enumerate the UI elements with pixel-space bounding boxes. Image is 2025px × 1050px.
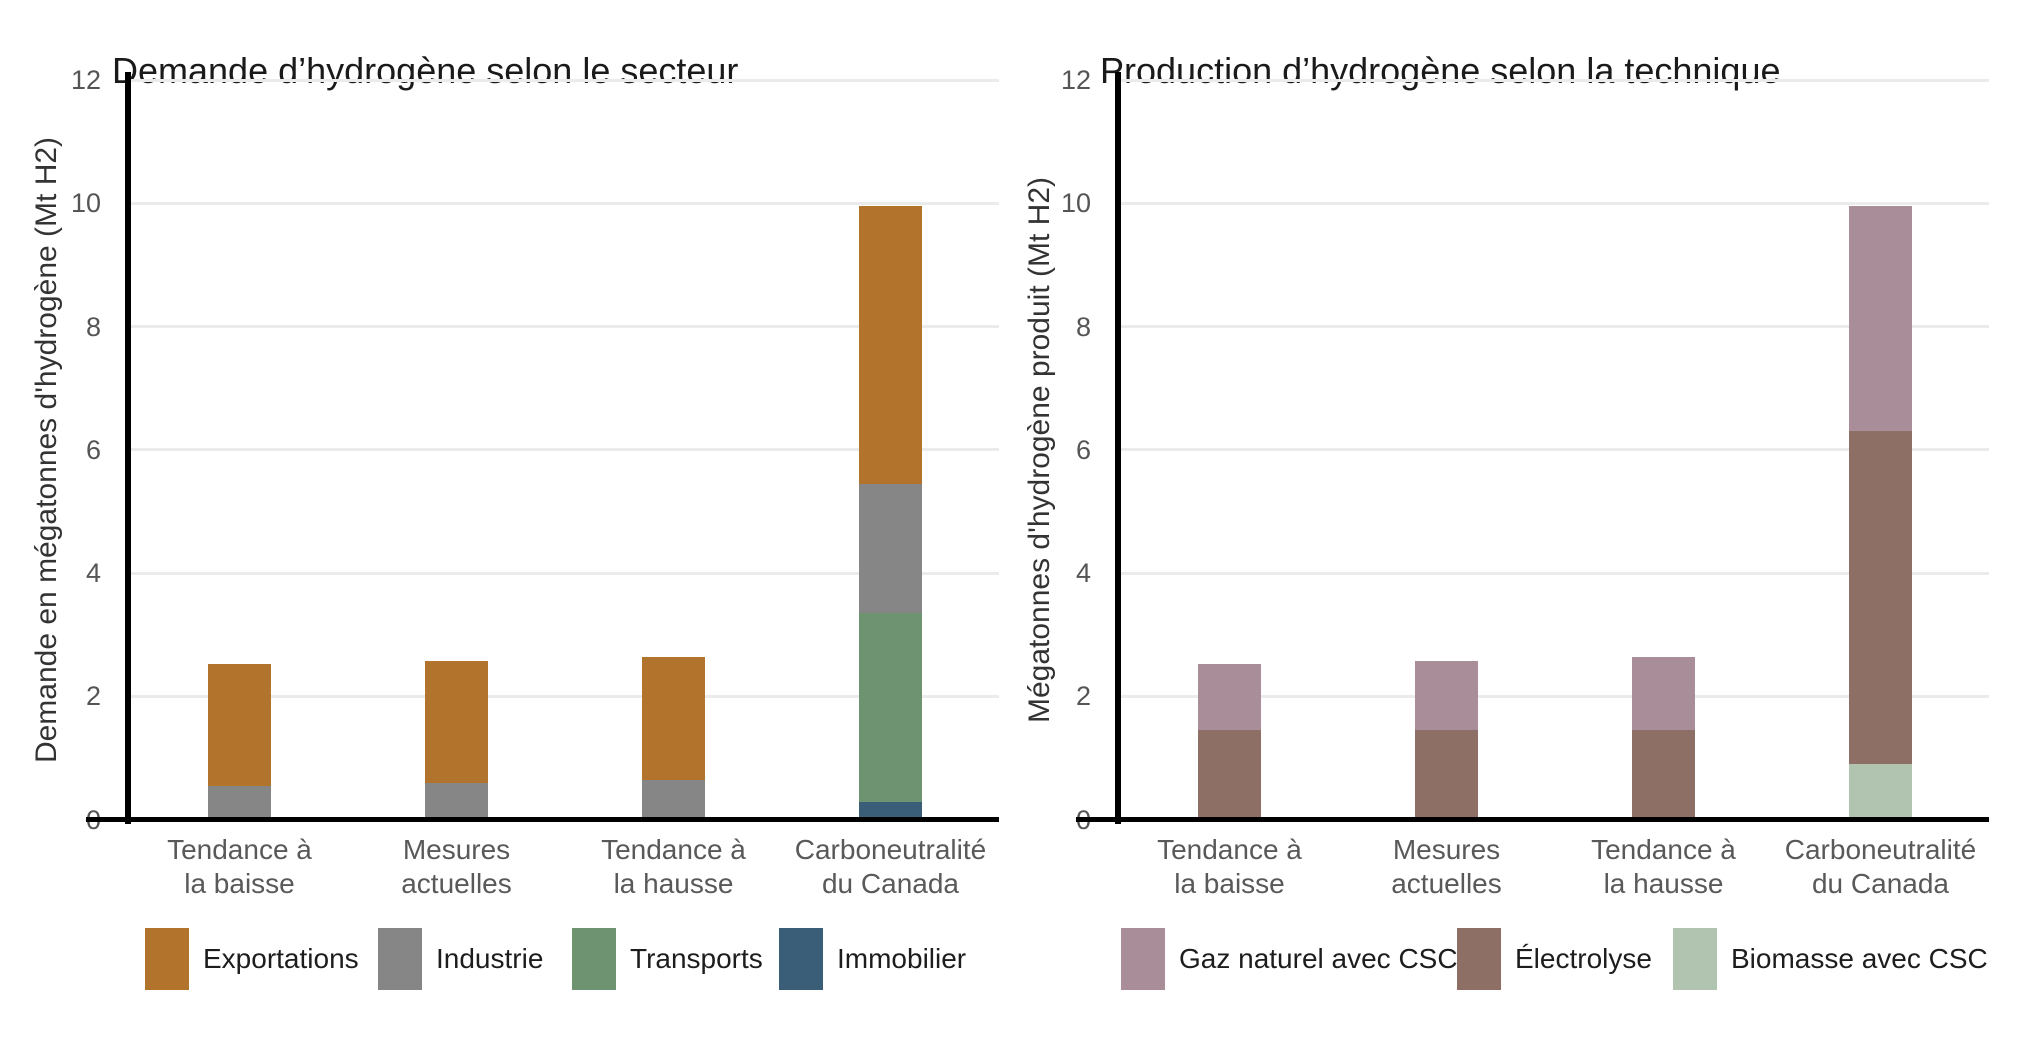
legend-label-immobilier: Immobilier (837, 943, 967, 974)
y-tick-label: 12 (1060, 65, 1091, 95)
y-tick-label: 4 (85, 558, 101, 588)
legend-label-transports: Transports (630, 943, 763, 974)
gridline-y2 (131, 694, 999, 698)
y-tick-label: 8 (85, 311, 101, 342)
x-category-label: Tendance à la hausse (601, 834, 746, 899)
x-category-label: Carboneutralité du Canada (794, 834, 987, 899)
x-axis-line (1076, 817, 1989, 822)
bar-segment-immobilier (859, 802, 922, 820)
gridline-y2 (1121, 694, 1989, 698)
legend-swatch-industrie (378, 928, 422, 990)
chart-title-demand: Demande d’hydrogène selon le secteur (112, 49, 739, 91)
gridline-y4 (131, 571, 999, 575)
x-category-label: Mesures actuelles (401, 834, 512, 899)
bar-segment-industrie (208, 785, 271, 820)
x-category-label: Tendance à la baisse (1157, 834, 1302, 899)
legend-label-biomasse-avec-csc: Biomasse avec CSC (1731, 943, 1988, 974)
legend-label--lectrolyse: Électrolyse (1515, 943, 1652, 974)
legend-swatch-exportations (145, 928, 189, 990)
bar-segment--lectrolyse (1632, 730, 1695, 820)
legend-swatch-gaz-naturel-avec-csc (1121, 928, 1165, 990)
gridline-y6 (131, 448, 999, 452)
bar-segment-exportations (208, 663, 271, 786)
y-axis-line (125, 72, 131, 824)
bar-segment-gaz-naturel-avec-csc (1849, 206, 1912, 432)
y-tick-label: 6 (1075, 434, 1091, 465)
bar-segment-transports (859, 613, 922, 803)
y-tick-label: 12 (70, 65, 101, 95)
x-category-label: Tendance à la hausse (1591, 834, 1736, 899)
bar-segment-industrie (859, 483, 922, 614)
y-tick-label: 10 (1060, 188, 1091, 219)
x-category-label: Carboneutralité du Canada (1784, 834, 1977, 899)
x-category-label: Tendance à la baisse (167, 834, 312, 899)
legend-swatch--lectrolyse (1457, 928, 1501, 990)
bar-segment-gaz-naturel-avec-csc (1632, 657, 1695, 731)
chart-title-production: Production d’hydrogène selon la techniqu… (1100, 49, 1781, 91)
gridline-y4 (1121, 571, 1989, 575)
y-tick-label: 8 (1075, 311, 1091, 342)
legend-label-exportations: Exportations (203, 943, 359, 974)
legend-swatch-biomasse-avec-csc (1673, 928, 1717, 990)
bar-segment-exportations (859, 206, 922, 484)
legend-swatch-immobilier (779, 928, 823, 990)
x-axis-line (86, 817, 999, 822)
legend-label-industrie: Industrie (436, 943, 544, 974)
legend-swatch-transports (572, 928, 616, 990)
gridline-y8 (1121, 325, 1989, 328)
y-tick-label: 2 (85, 681, 101, 712)
bar-segment-exportations (425, 660, 488, 783)
bar-segment--lectrolyse (1849, 431, 1912, 765)
y-tick-label: 2 (1075, 681, 1091, 712)
bar-segment-biomasse-avec-csc (1849, 764, 1912, 820)
gridline-y12 (1121, 78, 1989, 82)
y-tick-label: 10 (70, 188, 101, 219)
bar-segment-exportations (642, 657, 705, 781)
x-category-label: Mesures actuelles (1391, 834, 1502, 899)
bar-segment--lectrolyse (1198, 730, 1261, 820)
gridline-y8 (131, 325, 999, 328)
bar-segment-industrie (642, 780, 705, 820)
bar-segment-gaz-naturel-avec-csc (1415, 660, 1478, 731)
gridline-y10 (131, 201, 999, 205)
legend-label-gaz-naturel-avec-csc: Gaz naturel avec CSC (1179, 943, 1458, 974)
bar-segment-industrie (425, 782, 488, 820)
y-axis-line (1115, 72, 1121, 824)
bar-segment-gaz-naturel-avec-csc (1198, 663, 1261, 731)
y-tick-label: 6 (85, 434, 101, 465)
gridline-y12 (131, 78, 999, 82)
y-tick-label: 4 (1075, 558, 1091, 588)
gridline-y6 (1121, 448, 1989, 452)
gridline-y10 (1121, 201, 1989, 205)
bar-segment--lectrolyse (1415, 730, 1478, 820)
